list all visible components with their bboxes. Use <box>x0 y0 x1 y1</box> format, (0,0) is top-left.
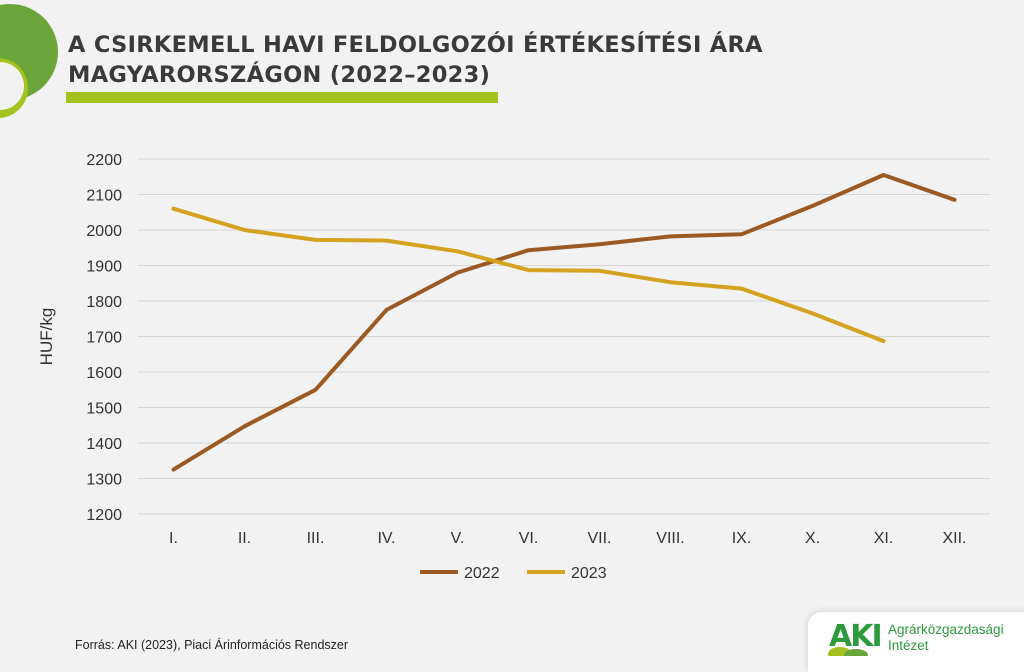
y-tick-label: 2100 <box>86 188 122 205</box>
line-chart: 1200 1300 1400 1500 1600 1700 1800 1900 2000 2100… <box>37 152 990 582</box>
x-tick-label: V. <box>451 530 465 547</box>
logo-mark: AKI <box>829 619 883 654</box>
logo-text: Agrárközgazdasági Intézet <box>888 622 1004 654</box>
x-tick-label: I. <box>169 530 178 547</box>
x-tick-label: II. <box>238 530 251 547</box>
x-tick-label: XI. <box>874 530 894 547</box>
logo-text-line-1: Agrárközgazdasági <box>888 622 1004 637</box>
y-axis-label: HUF/kg <box>37 308 56 366</box>
decorative-circles <box>0 4 58 118</box>
x-tick-label: IX. <box>732 530 752 547</box>
title-underline <box>66 92 498 103</box>
series-line-2022 <box>171 173 957 472</box>
legend-label-2022: 2022 <box>464 565 500 582</box>
chart-title-line-2: MAGYARORSZÁGON (2022–2023) <box>68 62 491 88</box>
x-tick-label: III. <box>307 530 325 547</box>
y-tick-label: 1500 <box>86 401 122 418</box>
y-tick-label: 1400 <box>86 436 122 453</box>
y-tick-label: 2000 <box>86 223 122 240</box>
x-tick-label: VI. <box>519 530 539 547</box>
logo-text-line-2: Intézet <box>888 638 929 653</box>
chart-title-line-1: A CSIRKEMELL HAVI FELDOLGOZÓI ÉRTÉKESÍTÉ… <box>68 32 763 58</box>
logo-hills-icon <box>828 647 868 656</box>
x-tick-label: IV. <box>377 530 395 547</box>
chart-title: A CSIRKEMELL HAVI FELDOLGOZÓI ÉRTÉKESÍTÉ… <box>68 30 763 90</box>
y-tick-label: 1200 <box>86 507 122 524</box>
y-tick-label: 1700 <box>86 330 122 347</box>
y-tick-label: 2200 <box>86 152 122 169</box>
x-tick-label: XII. <box>942 530 966 547</box>
series-line-2023 <box>171 206 886 344</box>
x-tick-label: VIII. <box>656 530 684 547</box>
y-tick-label: 1800 <box>86 294 122 311</box>
y-tick-label: 1900 <box>86 259 122 276</box>
logo-panel <box>808 612 1024 672</box>
source-note: Forrás: AKI (2023), Piaci Árinformációs … <box>75 638 349 652</box>
y-tick-label: 1600 <box>86 365 122 382</box>
legend-label-2023: 2023 <box>571 565 607 582</box>
x-tick-label: X. <box>805 530 820 547</box>
y-tick-label: 1300 <box>86 472 122 489</box>
x-tick-label: VII. <box>587 530 611 547</box>
